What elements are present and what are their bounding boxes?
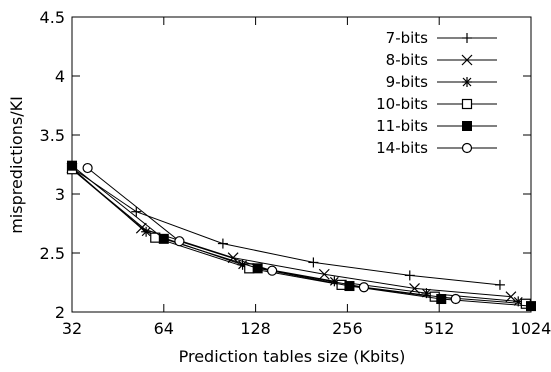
legend-label: 14-bits xyxy=(376,139,428,157)
data-point xyxy=(141,226,152,237)
y-tick-label: 3.5 xyxy=(40,126,65,145)
data-point xyxy=(358,282,370,293)
data-point xyxy=(318,268,330,280)
series-7-bits xyxy=(67,163,505,290)
x-tick-label: 128 xyxy=(240,319,271,338)
legend-label: 7-bits xyxy=(386,29,429,47)
series-line xyxy=(71,168,526,305)
series-10-bits xyxy=(66,164,531,309)
legend-entry: 10-bits xyxy=(376,95,497,113)
legend-entry: 11-bits xyxy=(376,117,497,135)
y-tick-label: 4.5 xyxy=(40,8,65,27)
x-tick-label: 1024 xyxy=(511,319,551,338)
data-point xyxy=(131,206,142,217)
series-line xyxy=(71,167,501,286)
x-tick-label: 256 xyxy=(332,319,363,338)
data-point xyxy=(252,263,263,274)
data-point xyxy=(227,252,239,264)
data-point xyxy=(82,162,93,174)
data-point xyxy=(267,265,278,276)
y-tick-label: 4 xyxy=(55,67,65,86)
legend-marker xyxy=(462,77,472,87)
legend-marker xyxy=(461,98,473,110)
data-point xyxy=(174,236,185,247)
data-point xyxy=(158,233,169,244)
legend-label: 10-bits xyxy=(376,95,428,113)
data-point xyxy=(67,160,77,171)
series-8-bits xyxy=(66,162,517,303)
y-tick-label: 2.5 xyxy=(40,244,65,263)
series-line xyxy=(87,167,456,300)
data-point xyxy=(344,281,355,292)
legend-marker xyxy=(462,121,472,131)
data-point xyxy=(404,270,415,281)
legend-label: 11-bits xyxy=(376,117,428,135)
legend-marker xyxy=(462,33,472,43)
data-point xyxy=(450,293,461,305)
legend-entry: 9-bits xyxy=(386,73,497,91)
x-tick-label: 512 xyxy=(424,319,455,338)
data-point xyxy=(308,257,319,268)
series-line xyxy=(71,168,519,302)
legend-marker xyxy=(461,54,473,66)
plot-border xyxy=(71,16,532,313)
legend-entry: 7-bits xyxy=(386,29,497,47)
plot-area xyxy=(71,16,532,313)
data-point xyxy=(494,279,505,290)
series-line xyxy=(71,165,532,307)
x-tick-label: 32 xyxy=(62,319,82,338)
legend-label: 8-bits xyxy=(386,51,429,69)
x-tick-label: 64 xyxy=(154,319,174,338)
legend-entry: 14-bits xyxy=(376,139,497,157)
y-axis-label: mispredictions/KI xyxy=(7,96,26,234)
legend-marker xyxy=(461,142,473,154)
series-lines xyxy=(66,160,536,312)
y-tick-label: 3 xyxy=(55,185,65,204)
data-point xyxy=(436,294,447,305)
x-axis-label: Prediction tables size (Kbits) xyxy=(179,347,406,366)
data-point xyxy=(217,238,228,249)
data-point xyxy=(526,301,536,312)
legend: 7-bits 8-bits 9-bits 10-bits 11-bits 14-bits xyxy=(376,29,497,157)
series-11-bits xyxy=(67,160,536,312)
legend-entry: 8-bits xyxy=(386,51,497,69)
y-tick-label: 2 xyxy=(55,303,65,322)
series-14-bits xyxy=(82,162,461,305)
series-9-bits xyxy=(67,164,524,307)
y-axis: 2 2.5 3 3.5 4 4.5 xyxy=(40,8,531,322)
x-axis: 32 64 128 256 512 1024 xyxy=(62,17,551,338)
legend-label: 9-bits xyxy=(386,73,429,91)
